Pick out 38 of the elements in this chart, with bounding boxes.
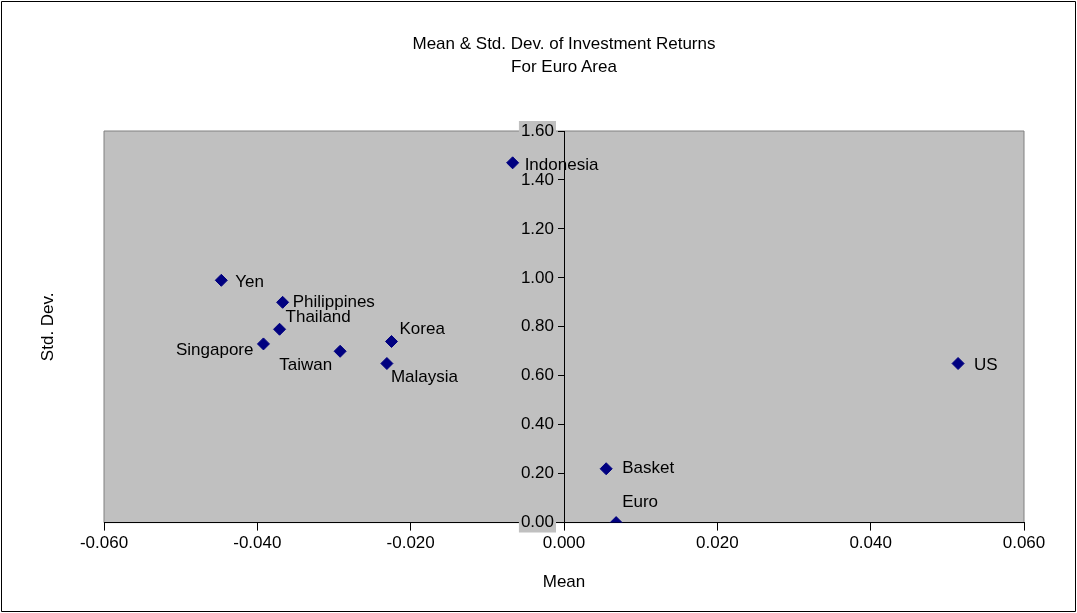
x-tick-label: 0.000 [542,533,586,553]
chart-title: Mean & Std. Dev. of Investment Returns [412,33,716,53]
point [385,334,398,348]
point [951,357,965,371]
annotation: US [974,355,998,375]
point [380,357,394,371]
y-tick-label: 0.80 [520,316,554,336]
point [333,344,347,358]
annotation: Malaysia [390,367,459,387]
annotation: Yen [235,271,264,291]
annotation: Singapore [175,339,254,359]
x-tick-label: 0.060 [1002,533,1046,553]
x-tick-label: -0.060 [79,533,129,553]
y-tick-label: 0.40 [520,414,554,434]
point [273,322,287,336]
y-tick-label: 1.00 [520,267,554,287]
point [599,462,613,476]
x-tick-label: -0.020 [386,533,435,553]
y-tick-label: 1.40 [520,169,554,189]
point [214,273,228,287]
x-tick-label: 0.040 [849,533,892,553]
y-axis-title: Std. Dev. [37,292,57,362]
annotation: Basket [622,458,675,478]
point [256,337,270,351]
annotation: Korea [399,319,446,339]
y-tick-label: 0.00 [520,512,554,532]
y-tick-label: 1.60 [520,120,554,140]
annotation: Taiwan [279,354,333,374]
y-tick-label: 0.60 [520,365,554,385]
chart-subtitle: For Euro Area [511,56,618,76]
x-axis-title: Mean [542,571,586,591]
point [506,156,520,170]
point [276,295,290,309]
x-tick-label: 0.020 [696,533,739,553]
annotation: Euro [622,492,659,512]
y-tick-label: 1.20 [520,218,554,238]
x-tick-label: -0.040 [233,533,282,553]
y-tick-label: 0.20 [520,463,554,483]
